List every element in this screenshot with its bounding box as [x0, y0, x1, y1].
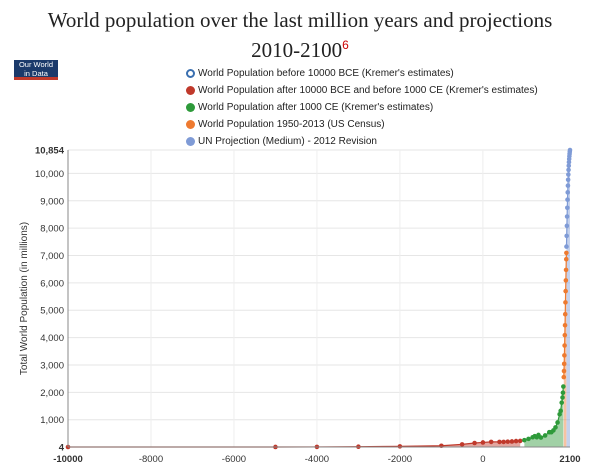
- legend-item-2[interactable]: World Population after 10000 BCE and bef…: [186, 82, 538, 99]
- legend-marker-icon: [186, 120, 195, 129]
- y-tick-label: 4,000: [40, 333, 64, 344]
- data-point: [562, 322, 568, 328]
- title-footnote-link[interactable]: 6: [342, 38, 349, 52]
- logo-line-2: in Data: [24, 68, 48, 78]
- data-point: [509, 439, 515, 444]
- data-point: [563, 300, 568, 305]
- legend-marker-icon: [186, 137, 195, 146]
- legend-label: World Population after 1000 CE (Kremer's…: [198, 101, 434, 113]
- legend-marker-icon: [186, 69, 195, 78]
- data-point: [562, 332, 568, 338]
- data-point: [564, 250, 569, 256]
- x-tick-label: -8000: [139, 454, 163, 465]
- x-tick-label: -4000: [305, 454, 329, 465]
- data-point: [560, 395, 565, 400]
- y-tick-label: 1,000: [40, 415, 64, 426]
- data-point: [564, 214, 570, 219]
- data-point: [562, 343, 567, 348]
- data-point: [562, 311, 568, 317]
- y-tick-label: 8,000: [40, 224, 64, 235]
- data-point: [459, 442, 465, 447]
- legend: World Population before 10000 BCE (Kreme…: [186, 65, 538, 150]
- data-point: [561, 384, 566, 389]
- legend-marker-icon: [186, 103, 195, 112]
- y-tick-label: 10,000: [35, 169, 64, 180]
- data-point: [559, 400, 565, 405]
- title-line-2: 2010-21006: [0, 33, 600, 63]
- legend-label: UN Projection (Medium) - 2012 Revision: [198, 135, 377, 147]
- data-point: [558, 408, 563, 414]
- legend-label: World Population 1950-2013 (US Census): [198, 118, 385, 130]
- y-tick-label: 4: [59, 443, 65, 454]
- data-point: [561, 368, 567, 374]
- x-tick-label: 2100: [559, 454, 580, 465]
- data-point: [526, 436, 531, 442]
- data-point: [513, 438, 519, 444]
- our-world-in-data-logo[interactable]: Our World in Data: [14, 60, 58, 80]
- data-point: [565, 177, 571, 183]
- data-point: [565, 190, 571, 195]
- legend-item-1[interactable]: World Population before 10000 BCE (Kreme…: [186, 65, 538, 82]
- legend-label: World Population after 10000 BCE and bef…: [198, 84, 538, 96]
- data-point: [497, 439, 502, 445]
- data-point: [488, 439, 494, 445]
- data-point: [555, 420, 560, 425]
- data-point: [564, 223, 570, 229]
- data-point: [566, 167, 571, 173]
- y-tick-label: 5,000: [40, 306, 64, 317]
- y-tick-label: 2,000: [40, 388, 64, 399]
- title-line-1: World population over the last million y…: [47, 8, 553, 32]
- data-point: [397, 444, 403, 449]
- data-point: [563, 256, 569, 262]
- title-years: 2010-2100: [251, 38, 343, 62]
- y-tick-label: 7,000: [40, 251, 64, 262]
- data-point: [538, 435, 544, 440]
- data-point: [566, 172, 571, 177]
- legend-item-5[interactable]: UN Projection (Medium) - 2012 Revision: [186, 133, 538, 150]
- data-point: [501, 439, 506, 445]
- data-point: [561, 374, 567, 380]
- data-point: [567, 147, 573, 153]
- y-axis-title: Total World Population (in millions): [19, 222, 30, 375]
- data-point: [564, 244, 569, 249]
- data-point: [564, 233, 569, 239]
- data-point: [542, 433, 548, 438]
- x-tick-label: -2000: [388, 454, 412, 465]
- data-point: [561, 361, 567, 367]
- data-point: [565, 205, 570, 211]
- legend-label: World Population before 10000 BCE (Kreme…: [198, 67, 454, 79]
- data-point: [480, 440, 486, 445]
- y-tick-label: 3,000: [40, 360, 64, 371]
- data-point: [472, 440, 477, 446]
- y-tick-label: 9,000: [40, 196, 64, 207]
- data-point: [563, 278, 569, 283]
- data-point: [565, 197, 570, 202]
- logo-line-1: Our World: [18, 60, 54, 69]
- y-tick-label: 10,854: [35, 146, 65, 157]
- x-tick-label: 0: [480, 454, 485, 465]
- legend-item-4[interactable]: World Population 1950-2013 (US Census): [186, 116, 538, 133]
- legend-item-3[interactable]: World Population after 1000 CE (Kremer's…: [186, 99, 538, 116]
- data-point: [553, 425, 558, 430]
- data-point: [563, 288, 568, 294]
- x-tick-label: -6000: [222, 454, 246, 465]
- data-point: [522, 437, 527, 443]
- data-point: [566, 163, 572, 169]
- data-point: [505, 439, 511, 444]
- x-tick-label: -10000: [53, 454, 83, 465]
- legend-marker-icon: [186, 86, 195, 95]
- data-point: [565, 183, 571, 188]
- y-tick-label: 6,000: [40, 278, 64, 289]
- data-point: [563, 267, 569, 273]
- series-area-1: [68, 440, 521, 447]
- data-point: [560, 390, 566, 396]
- data-point: [562, 353, 567, 358]
- data-point: [517, 438, 523, 444]
- chart-title: World population over the last million y…: [0, 8, 600, 63]
